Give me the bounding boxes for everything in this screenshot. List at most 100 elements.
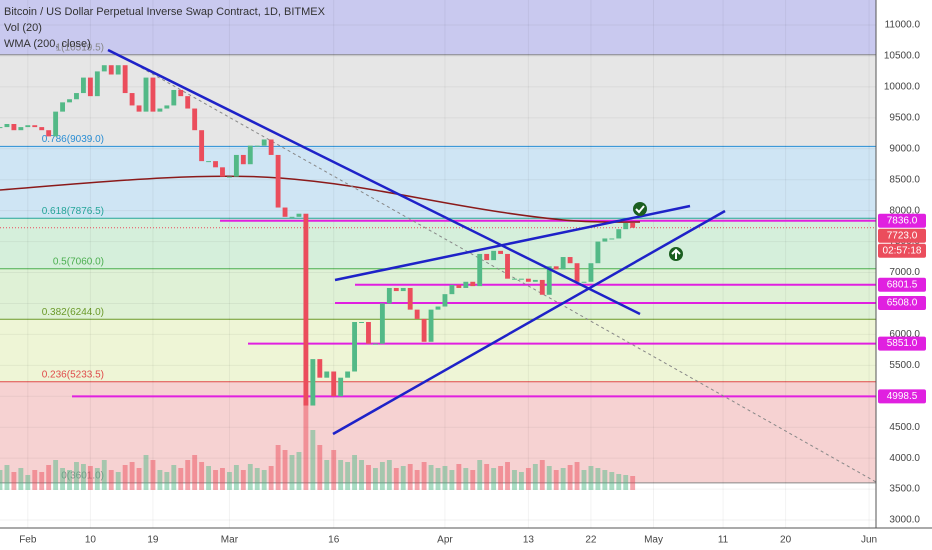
- volume-bar: [310, 430, 316, 490]
- volume-bar: [428, 465, 434, 490]
- candle-body: [80, 77, 86, 94]
- volume-bar: [400, 466, 406, 490]
- volume-bar: [352, 455, 358, 490]
- volume-bar: [449, 470, 455, 490]
- y-tick-label: 3500.0: [889, 484, 920, 495]
- candle-body: [247, 145, 253, 165]
- fib-zone: [0, 0, 876, 55]
- price-badge: [878, 389, 926, 404]
- volume-bar: [185, 460, 191, 490]
- candle-body: [505, 253, 510, 279]
- volume-bar: [505, 462, 510, 490]
- y-tick-label: 4000.0: [889, 453, 920, 464]
- volume-bar: [192, 455, 198, 490]
- volume-bar: [414, 470, 420, 490]
- candle-body: [484, 253, 490, 261]
- candle-body: [129, 93, 135, 106]
- candle-body: [623, 223, 629, 230]
- candle-body: [220, 167, 225, 177]
- fib-zones: 1(10519.5) 0.786(9039.0) 0.618(7876.5) 0.5(…: [0, 0, 876, 484]
- price-badge-label: 7723.0: [887, 230, 918, 241]
- candle-body: [268, 139, 274, 155]
- volume-bar: [115, 472, 121, 490]
- volume-bar: [67, 470, 72, 490]
- volume-bar: [567, 465, 573, 490]
- volume-bar: [338, 460, 344, 490]
- fib-zone: [0, 218, 876, 269]
- volume-bar: [74, 462, 79, 490]
- volume-bar: [25, 475, 31, 490]
- volume-bar: [477, 460, 483, 490]
- candle-body: [324, 371, 330, 378]
- volume-bar: [372, 468, 378, 490]
- y-tick-label: 4500.0: [889, 422, 920, 433]
- volume-bar: [616, 474, 622, 490]
- fib-label: 0.618(7876.5): [42, 206, 104, 217]
- volume-bar: [254, 468, 260, 490]
- x-tick-label: Jun: [861, 535, 877, 546]
- candle-body: [150, 77, 156, 112]
- candle-body: [421, 318, 427, 342]
- candle-body: [331, 371, 337, 397]
- volume-bar: [386, 460, 392, 490]
- volume-bar: [435, 468, 441, 490]
- candle-body: [386, 287, 392, 304]
- volume-bar: [623, 475, 629, 490]
- candle-body: [303, 213, 309, 406]
- volume-bar: [546, 466, 552, 490]
- volume-bar: [233, 465, 239, 490]
- volume-bar: [282, 450, 288, 490]
- volume-bar: [560, 468, 566, 490]
- price-badge-label: 6801.5: [887, 279, 918, 290]
- x-tick-label: 20: [780, 535, 792, 546]
- volume-bar: [247, 464, 253, 490]
- candle-body: [289, 216, 295, 218]
- price-badge-label: 4998.5: [887, 391, 918, 402]
- candle-body: [366, 322, 371, 344]
- fib-zone: [0, 146, 876, 219]
- candle-body: [456, 284, 462, 288]
- candles: [0, 65, 636, 406]
- candle-body: [463, 281, 469, 288]
- candle-body: [352, 322, 358, 372]
- candle-body: [206, 161, 212, 163]
- volume-bar: [289, 455, 295, 490]
- volume-bar: [0, 470, 3, 490]
- x-tick-label: 16: [328, 535, 340, 546]
- trendline: [334, 204, 691, 282]
- candle-body: [46, 130, 52, 137]
- price-badge: [878, 243, 926, 258]
- candle-body: [393, 287, 399, 292]
- candle-body: [32, 125, 38, 128]
- volume-bar: [379, 462, 385, 490]
- volume-bar: [39, 472, 45, 490]
- price-badge-label: 5851.0: [887, 338, 918, 349]
- volume-bar: [553, 470, 559, 490]
- volume-bar: [11, 472, 17, 490]
- volume-bar: [630, 476, 636, 490]
- volume-bar: [108, 470, 114, 490]
- candle-body: [498, 250, 504, 254]
- candle-body: [171, 89, 177, 106]
- volume-bar: [18, 468, 24, 490]
- volume-bar: [456, 464, 462, 490]
- volume-bar: [317, 445, 323, 490]
- candle-body: [254, 145, 260, 147]
- price-badge: [878, 295, 926, 310]
- candle-body: [477, 253, 483, 287]
- volume-bar: [101, 460, 107, 490]
- candle-body: [67, 99, 72, 103]
- candle-body: [546, 266, 552, 295]
- candle-body: [512, 278, 517, 280]
- candle-body: [449, 284, 455, 295]
- volume-bar: [470, 470, 476, 490]
- candle-body: [18, 127, 24, 131]
- trendlines: [107, 48, 726, 436]
- candle-body: [372, 343, 378, 345]
- volume-bar: [518, 472, 524, 490]
- volume-bar: [463, 468, 469, 490]
- candle-body: [199, 130, 205, 162]
- candle-body: [532, 279, 538, 282]
- volume-bar: [532, 464, 538, 490]
